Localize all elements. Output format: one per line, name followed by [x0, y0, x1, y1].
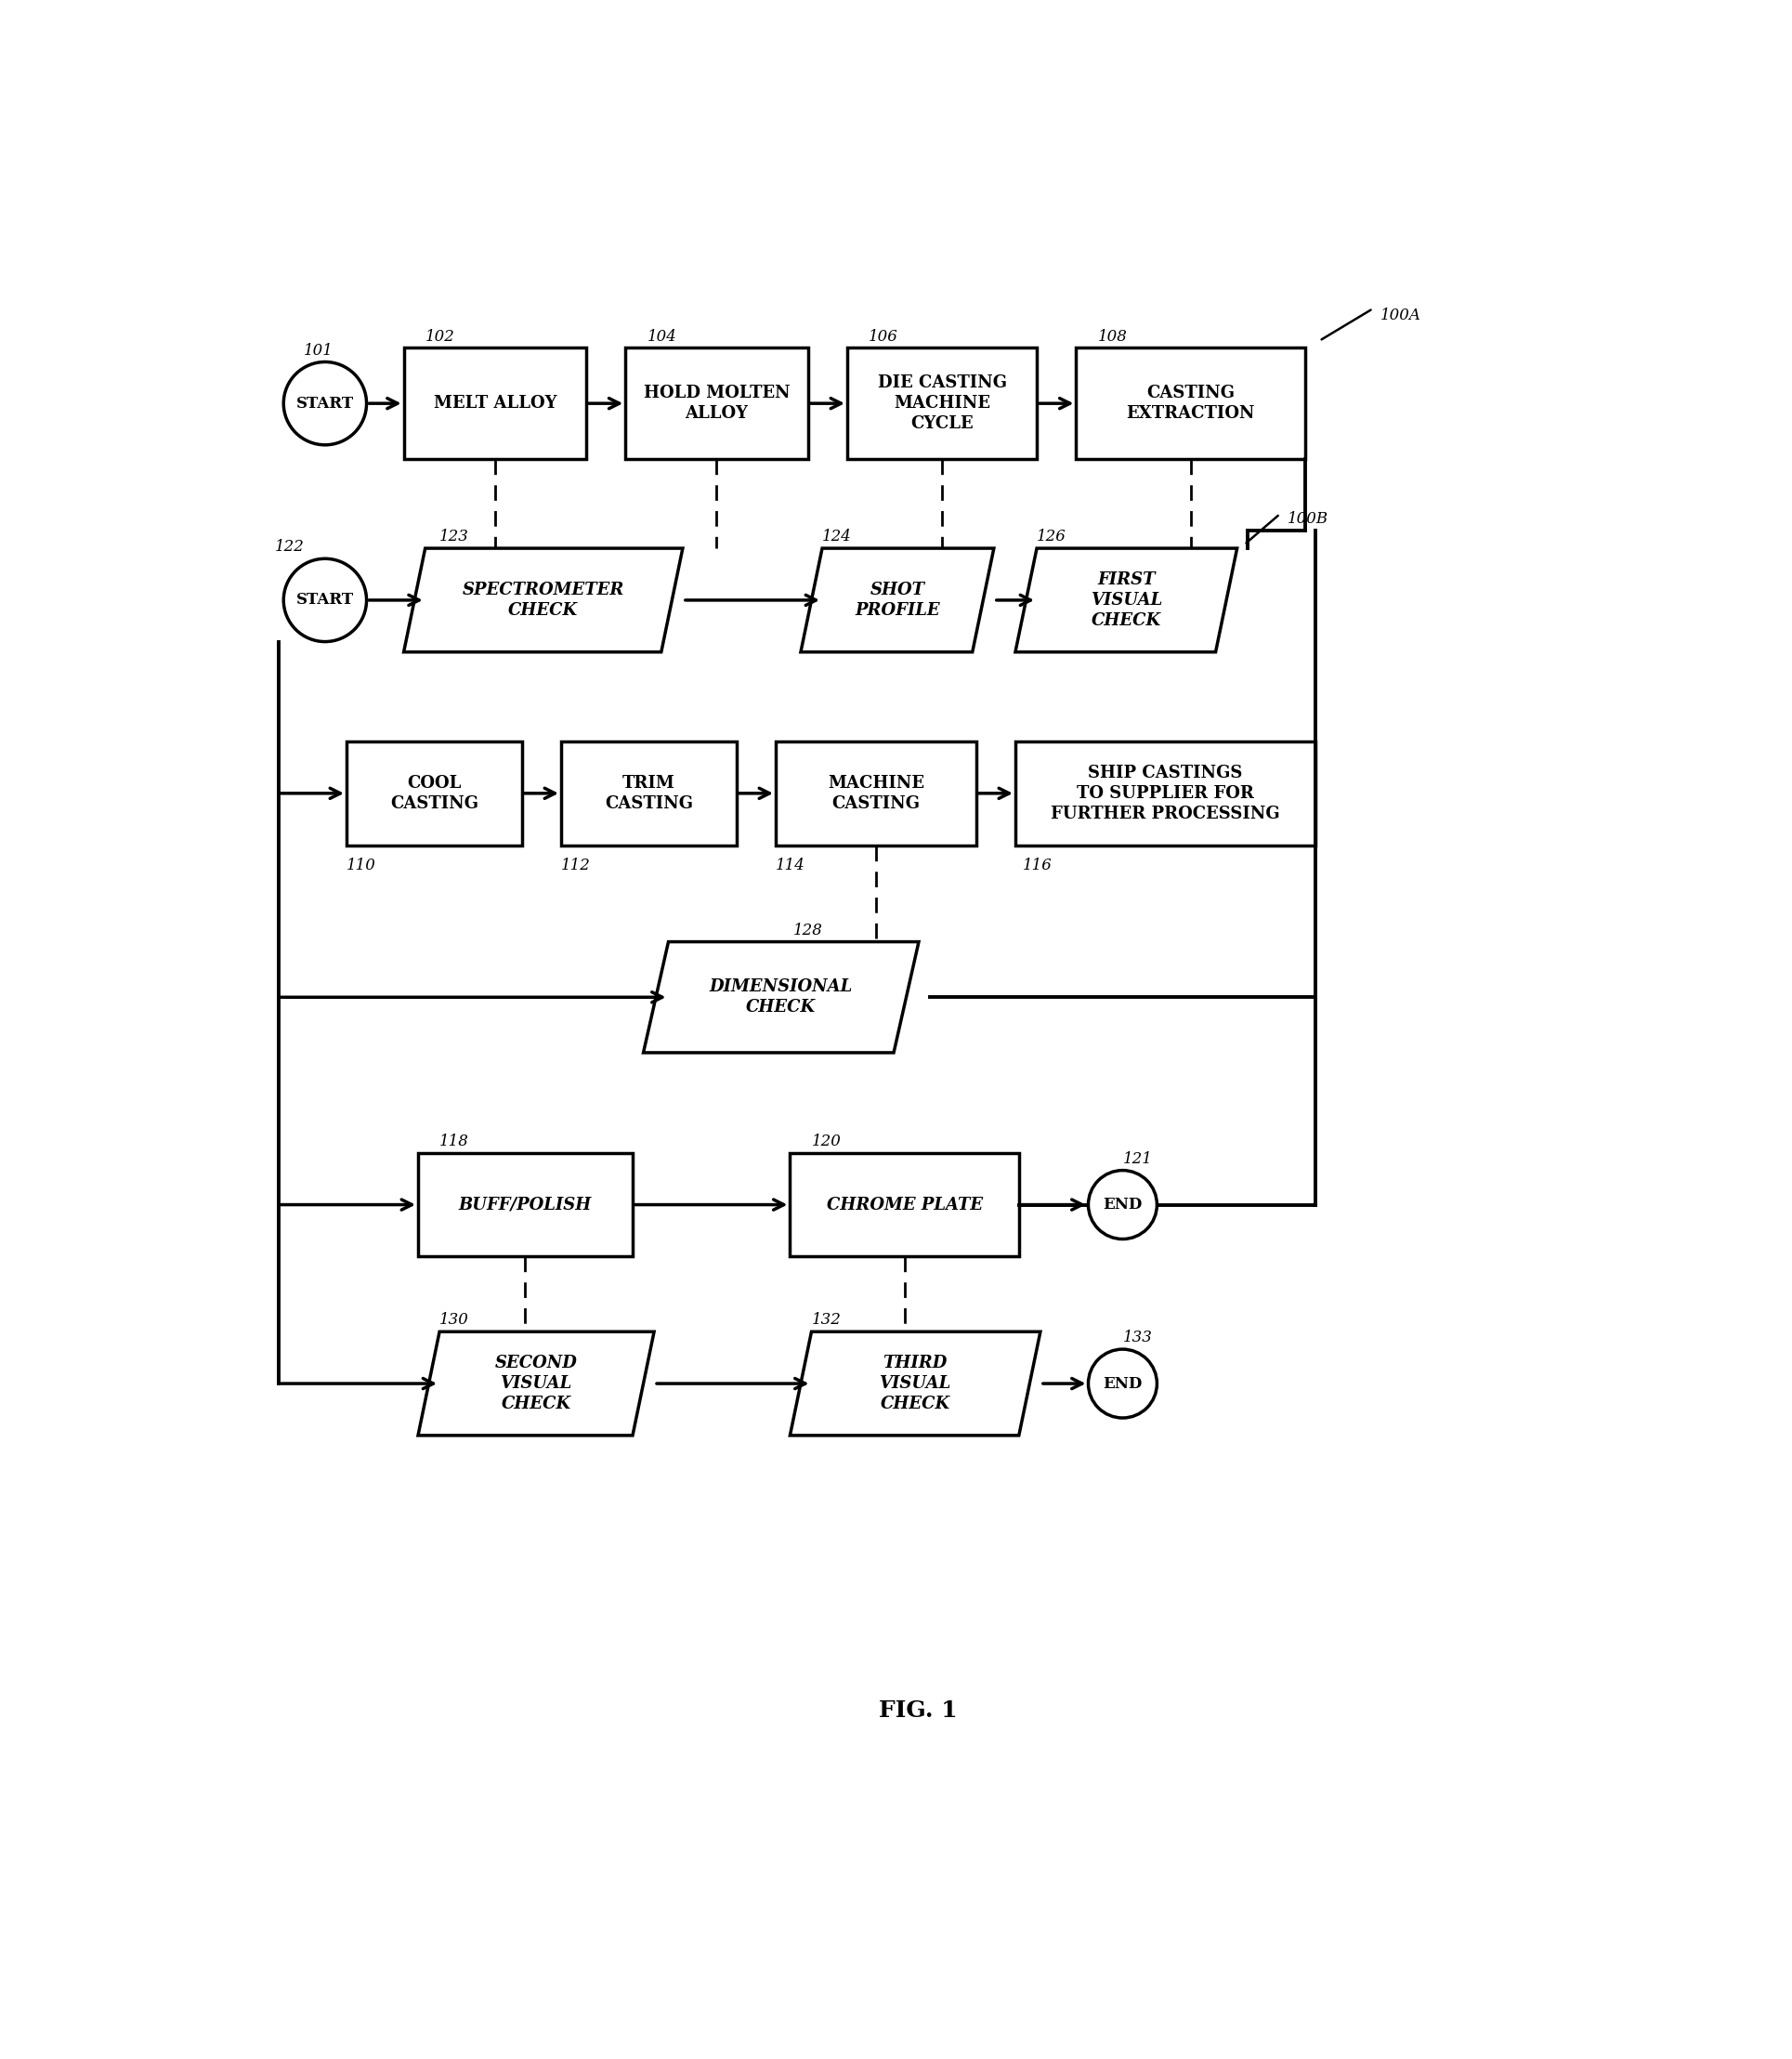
Text: 112: 112 [561, 859, 591, 873]
Text: 122: 122 [274, 539, 305, 556]
Text: 132: 132 [812, 1312, 840, 1328]
Polygon shape [418, 1332, 654, 1435]
Text: MACHINE
CASTING: MACHINE CASTING [828, 774, 925, 811]
Bar [418, 1153, 633, 1256]
Text: FIRST
VISUAL
CHECK: FIRST VISUAL CHECK [1090, 570, 1161, 630]
Bar [848, 348, 1038, 459]
Text: 114: 114 [776, 859, 805, 873]
Text: 130: 130 [439, 1312, 470, 1328]
Text: 128: 128 [794, 922, 823, 939]
Text: BUFF/POLISH: BUFF/POLISH [459, 1196, 591, 1213]
Polygon shape [403, 548, 683, 653]
Circle shape [1088, 1349, 1158, 1419]
Text: END: END [1102, 1196, 1142, 1213]
Text: 108: 108 [1097, 329, 1127, 344]
Text: SPECTROMETER
CHECK: SPECTROMETER CHECK [462, 581, 624, 620]
Bar [625, 348, 808, 459]
Bar [346, 741, 521, 844]
Circle shape [283, 558, 367, 642]
Text: CASTING
EXTRACTION: CASTING EXTRACTION [1125, 385, 1254, 422]
Text: 110: 110 [346, 859, 376, 873]
Text: 123: 123 [439, 529, 470, 546]
Text: DIE CASTING
MACHINE
CYCLE: DIE CASTING MACHINE CYCLE [878, 375, 1007, 432]
Text: END: END [1102, 1375, 1142, 1392]
Text: FIG. 1: FIG. 1 [880, 1701, 957, 1721]
Polygon shape [643, 941, 919, 1052]
Text: 133: 133 [1122, 1330, 1152, 1347]
Text: 124: 124 [823, 529, 851, 546]
Text: 106: 106 [869, 329, 898, 344]
Text: DIMENSIONAL
CHECK: DIMENSIONAL CHECK [710, 978, 853, 1015]
Circle shape [283, 362, 367, 445]
Text: 126: 126 [1038, 529, 1066, 546]
Text: SHIP CASTINGS
TO SUPPLIER FOR
FURTHER PROCESSING: SHIP CASTINGS TO SUPPLIER FOR FURTHER PR… [1050, 764, 1279, 822]
Bar [776, 741, 977, 844]
Text: 101: 101 [303, 342, 333, 358]
Text: MELT ALLOY: MELT ALLOY [434, 395, 557, 412]
Circle shape [1088, 1170, 1158, 1240]
Text: 118: 118 [439, 1132, 470, 1149]
Text: COOL
CASTING: COOL CASTING [391, 774, 478, 811]
Bar [1016, 741, 1315, 844]
Polygon shape [790, 1332, 1041, 1435]
Text: SECOND
VISUAL
CHECK: SECOND VISUAL CHECK [495, 1355, 577, 1412]
Text: 116: 116 [1023, 859, 1052, 873]
Text: START: START [296, 395, 353, 412]
Text: 102: 102 [425, 329, 455, 344]
Bar [790, 1153, 1020, 1256]
Text: 121: 121 [1122, 1151, 1152, 1167]
Text: 120: 120 [812, 1132, 840, 1149]
Polygon shape [801, 548, 995, 653]
Text: TRIM
CASTING: TRIM CASTING [604, 774, 694, 811]
Bar [561, 741, 737, 844]
Polygon shape [1016, 548, 1236, 653]
Text: START: START [296, 593, 353, 607]
Text: 100A: 100A [1380, 307, 1421, 323]
Text: HOLD MOLTEN
ALLOY: HOLD MOLTEN ALLOY [643, 385, 790, 422]
Bar [403, 348, 586, 459]
Text: 100B: 100B [1287, 511, 1328, 527]
Text: 104: 104 [647, 329, 677, 344]
Text: SHOT
PROFILE: SHOT PROFILE [855, 581, 939, 620]
Bar [1077, 348, 1305, 459]
Text: CHROME PLATE: CHROME PLATE [826, 1196, 982, 1213]
Text: THIRD
VISUAL
CHECK: THIRD VISUAL CHECK [880, 1355, 952, 1412]
